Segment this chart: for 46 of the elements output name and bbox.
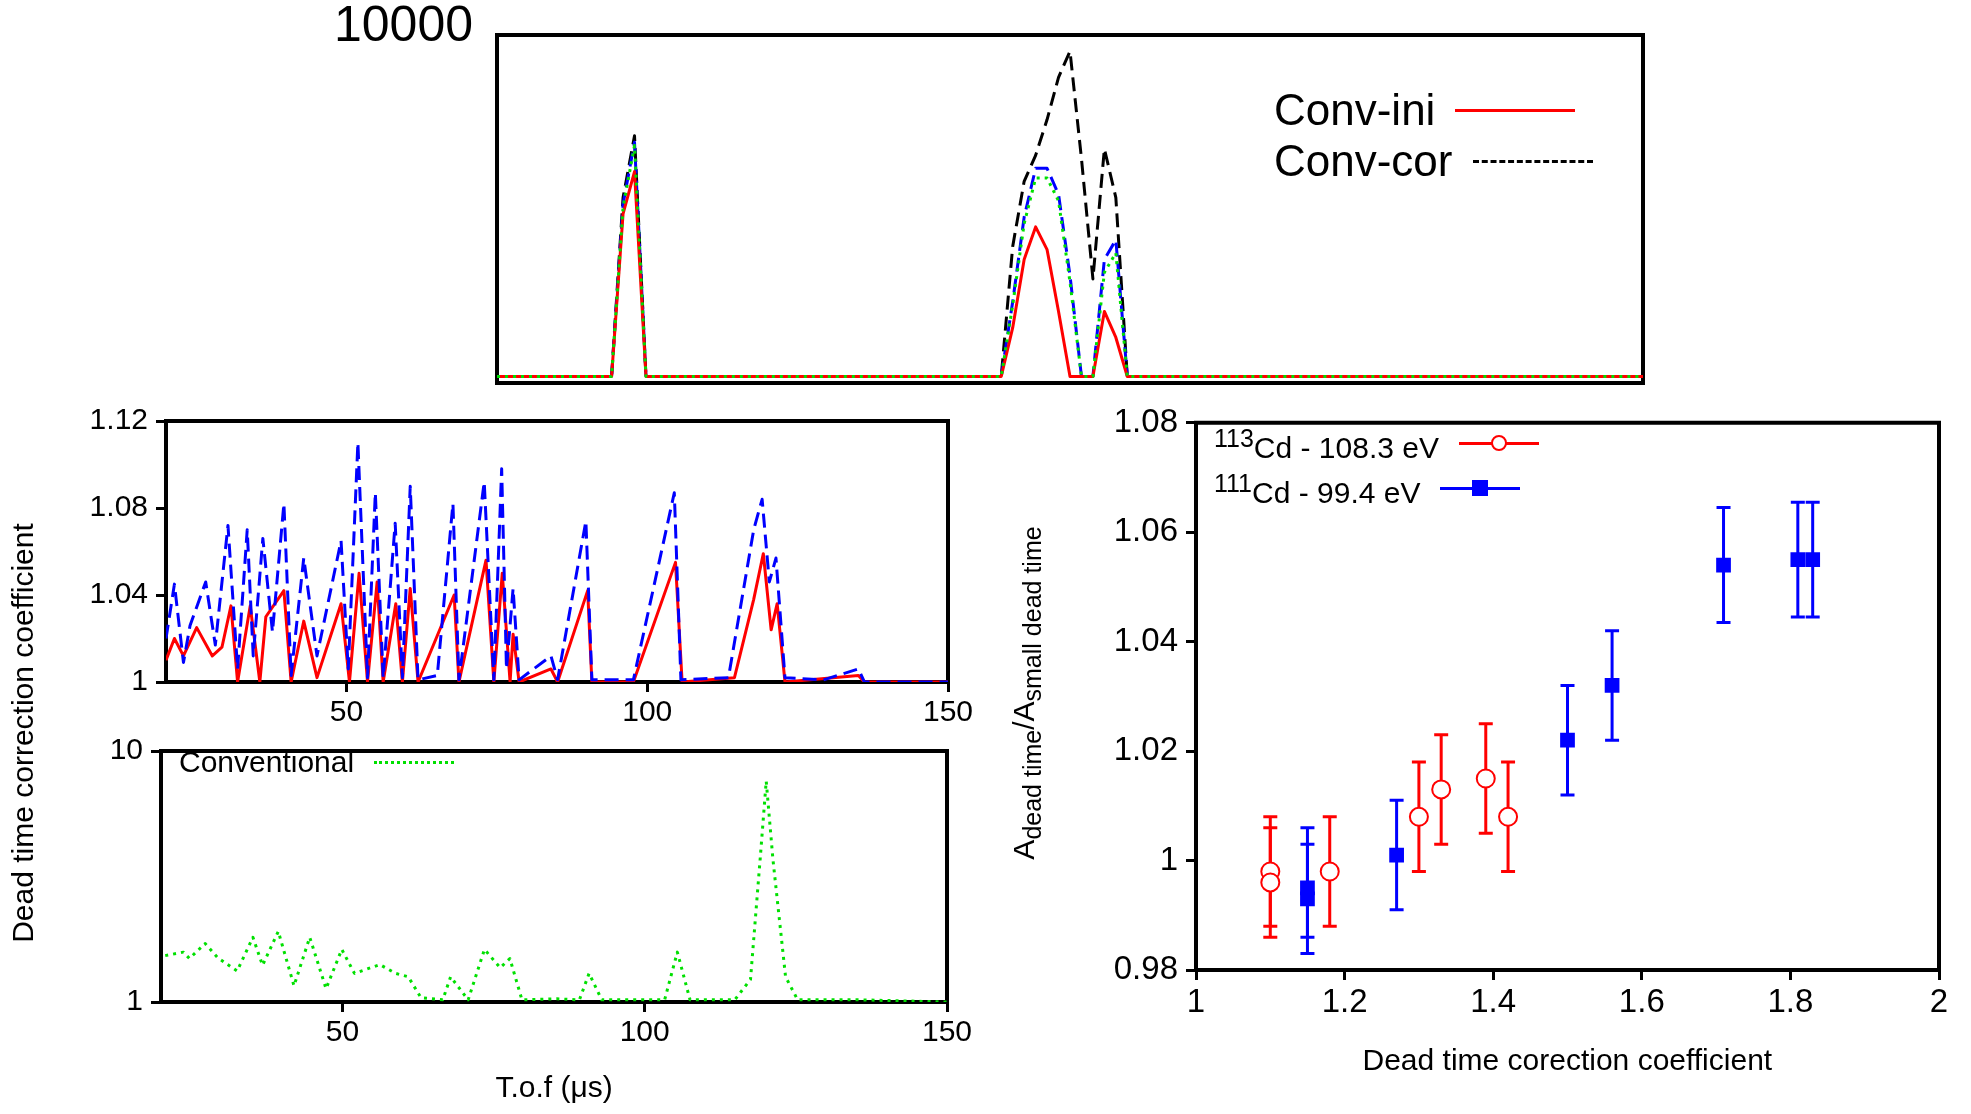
- point: [1300, 891, 1315, 907]
- point: [1408, 806, 1429, 827]
- y-tick-label: 1.12: [89, 402, 148, 436]
- point: [1389, 847, 1404, 863]
- point: [1475, 768, 1496, 789]
- x-tick-label: 50: [325, 1014, 360, 1048]
- x-tick-label: 100: [619, 1014, 670, 1048]
- text: 10000: [333, 0, 473, 52]
- point: [1790, 552, 1806, 567]
- point: [1431, 779, 1452, 800]
- point: [1716, 557, 1731, 573]
- line-series: [163, 779, 947, 1002]
- y-tick-label: 1: [1159, 839, 1178, 877]
- x-axis-title: T.o.f (μs): [495, 1070, 613, 1104]
- point: [1319, 861, 1340, 882]
- y-tick-label: 10: [109, 732, 143, 766]
- x-tick-label: 1.8: [1767, 981, 1814, 1019]
- y-tick-label: 1.08: [89, 489, 148, 523]
- y-tick-label: 1.04: [89, 576, 148, 610]
- y-tick-label: 1.06: [1113, 511, 1178, 549]
- x-tick-label: 1: [1186, 981, 1206, 1019]
- point: [1604, 678, 1620, 693]
- legend-label: Conventional: [179, 745, 355, 780]
- x-tick-label: 1.4: [1470, 981, 1517, 1019]
- legend-label: $^{113}$Cd - 108.3 eV: [1214, 423, 1439, 466]
- point: [1260, 872, 1281, 893]
- y-tick-label: 0.98: [1113, 949, 1178, 987]
- x-tick-label: 1.6: [1618, 981, 1665, 1019]
- x-tick-label: 1.2: [1321, 981, 1368, 1019]
- x-tick-label: 150: [922, 694, 974, 728]
- point: [1805, 552, 1821, 567]
- legend-label: $^{111}$Cd - 99.4 eV: [1214, 467, 1421, 510]
- x-tick-label: 150: [921, 1014, 973, 1048]
- x-tick-label: 2: [1929, 981, 1949, 1019]
- x-tick-label: 50: [329, 694, 364, 728]
- legend-label: Conv-ini: [1274, 85, 1436, 136]
- y-tick-label: 1.04: [1113, 620, 1178, 658]
- x-tick-label: 100: [622, 694, 673, 728]
- legend-label: Conv-cor: [1274, 135, 1453, 187]
- x-axis-title: Dead time corection coefficient: [1362, 1043, 1773, 1077]
- point: [1498, 806, 1519, 827]
- y-tick-label: 1: [131, 663, 148, 697]
- y-tick-label: 1.02: [1113, 730, 1178, 768]
- point: [1560, 732, 1575, 748]
- y-tick-label: 1.08: [1113, 401, 1178, 439]
- y-axis-title: Dead time correction coefficient: [5, 522, 40, 943]
